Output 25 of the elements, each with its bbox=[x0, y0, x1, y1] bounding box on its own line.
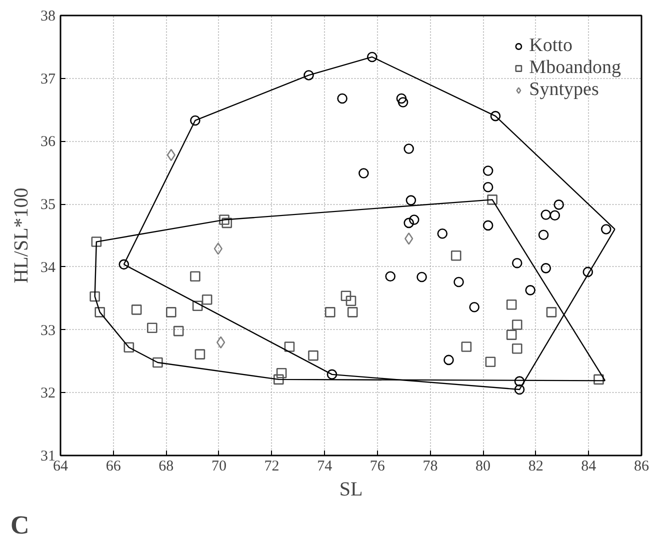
y-tick-label: 35 bbox=[40, 197, 56, 214]
text: C bbox=[10, 510, 30, 540]
x-tick-label: 74 bbox=[317, 458, 333, 474]
x-tick-label: 76 bbox=[370, 458, 386, 474]
y-tick-label: 38 bbox=[40, 8, 56, 24]
x-tick-label: 86 bbox=[634, 458, 649, 474]
y-tick-label: 36 bbox=[40, 134, 56, 150]
x-tick-label: 78 bbox=[422, 458, 438, 474]
y-tick-label: 37 bbox=[40, 71, 56, 88]
y-tick-label: 34 bbox=[40, 260, 56, 276]
legend-label: Syntypes bbox=[529, 79, 599, 101]
y-tick-label: 32 bbox=[40, 386, 56, 402]
y-axis-title: HL/SL*100 bbox=[10, 188, 32, 284]
x-tick-label: 82 bbox=[528, 458, 544, 474]
x-tick-label: 70 bbox=[211, 458, 226, 474]
x-tick-label: 64 bbox=[53, 458, 68, 474]
x-axis-title: SL bbox=[339, 478, 363, 500]
x-tick-label: 66 bbox=[106, 458, 122, 474]
legend-label: Kotto bbox=[529, 35, 572, 57]
legend-label: Mboandong bbox=[529, 57, 621, 79]
x-tick-label: 72 bbox=[264, 458, 280, 474]
x-tick-label: 80 bbox=[476, 458, 491, 474]
x-tick-label: 84 bbox=[581, 458, 597, 474]
y-tick-label: 33 bbox=[40, 322, 56, 339]
x-tick-label: 68 bbox=[158, 458, 174, 474]
